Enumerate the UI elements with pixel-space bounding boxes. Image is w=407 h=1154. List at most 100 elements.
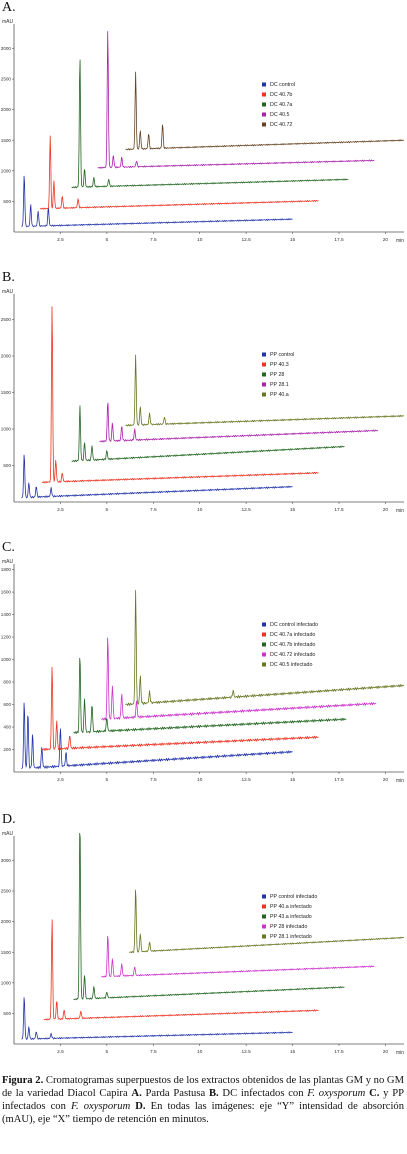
x-tick-label: 20 <box>383 237 389 243</box>
x-tick-label: 5 <box>106 507 109 513</box>
chromatogram-panel-c: C. mAU min 200 400 600 800 1000 1200 1400 1600 180… <box>0 540 407 810</box>
x-tick-label: 7.5 <box>150 1049 157 1055</box>
series-trace <box>21 997 293 1040</box>
x-tick-label: 12.5 <box>241 237 251 243</box>
legend-label: DC 40.5 <box>270 112 289 118</box>
x-tick-label: 2.5 <box>57 777 64 783</box>
legend-swatch <box>262 112 266 117</box>
y-tick-label: 1000 <box>1 427 12 432</box>
x-tick-label: 12.5 <box>241 1049 251 1055</box>
series-trace <box>43 919 319 1021</box>
x-tick-label: 2.5 <box>57 1049 64 1055</box>
chromatogram-panel-a: A. mAU min 500 1000 1500 2000 2500 3000 2.5 5 7.5 1… <box>0 0 407 270</box>
legend-label: DC 40.7b infectado <box>270 642 315 648</box>
x-tick-label: 15 <box>290 507 296 513</box>
x-tick-label: 7.5 <box>150 507 157 513</box>
panel-letter: C. <box>2 540 15 555</box>
legend-label: DC 40.7b <box>270 92 292 98</box>
series-trace <box>41 666 319 752</box>
x-tick-label: 5 <box>106 1049 109 1055</box>
legend-label: DC 40.5 infectado <box>270 662 312 668</box>
x-tick-label: 2.5 <box>57 237 64 243</box>
series-trace <box>99 402 379 443</box>
legend-label: PP 28 <box>270 372 284 378</box>
legend-label: PP 43.a infectado <box>270 914 312 920</box>
series-trace <box>125 71 405 151</box>
x-tick-label: 5 <box>106 237 109 243</box>
y-tick-label: 1000 <box>1 657 12 662</box>
caption-text: En todas las imágenes: eje “Y” intensida… <box>2 1101 404 1125</box>
y-tick-label: 3000 <box>1 858 12 863</box>
series-trace <box>21 702 293 769</box>
legend-label: PP 40.3 <box>270 362 289 368</box>
x-tick-label: 17.5 <box>334 237 344 243</box>
chromatogram-chart: mAU min 500 1000 1500 2000 2500 2.5 5 7.5 10 12.5 15… <box>1 289 405 514</box>
x-tick-label: 20 <box>383 1049 389 1055</box>
legend-swatch <box>262 924 266 929</box>
legend-swatch <box>262 352 266 357</box>
caption-lead: Figura 2. <box>2 1075 44 1086</box>
y-axis-label: mAU <box>2 831 14 837</box>
y-tick-label: 200 <box>3 747 11 752</box>
y-axis-label: mAU <box>2 289 14 295</box>
x-tick-label: 12.5 <box>241 507 251 513</box>
x-tick-label: 10 <box>197 507 203 513</box>
y-tick-label: 500 <box>3 199 11 204</box>
legend-label: PP 28.1 infectado <box>270 934 312 940</box>
panel-letter: A. <box>2 0 16 15</box>
x-tick-label: 17.5 <box>334 507 344 513</box>
caption-italic: F. oxysporum <box>70 1101 131 1112</box>
chromatogram-chart: mAU min 500 1000 1500 2000 2500 3000 2.5 5 7.5 10 12… <box>1 831 405 1056</box>
chromatogram-chart: mAU min 200 400 600 800 1000 1200 1400 1600 1800 2.… <box>1 559 405 784</box>
series-trace <box>125 354 405 427</box>
legend-swatch <box>262 662 266 667</box>
legend-label: PP 28.1 <box>270 382 289 388</box>
y-tick-label: 2500 <box>1 317 12 322</box>
x-tick-label: 17.5 <box>334 777 344 783</box>
y-axis-label: mAU <box>2 19 14 25</box>
y-tick-label: 2500 <box>1 77 12 82</box>
x-axis-label: min <box>396 238 404 244</box>
x-tick-label: 15 <box>290 1049 296 1055</box>
caption-text: DC infectados con <box>218 1088 308 1099</box>
x-tick-label: 2.5 <box>57 507 64 513</box>
legend-swatch <box>262 894 266 899</box>
x-tick-label: 10 <box>197 777 203 783</box>
y-tick-label: 500 <box>3 1011 11 1016</box>
y-tick-label: 1500 <box>1 390 12 395</box>
x-tick-label: 12.5 <box>241 777 251 783</box>
legend-swatch <box>262 392 266 397</box>
chromatogram-panel-d: D. mAU min 500 1000 1500 2000 2500 3000 2.5 5 7.5 1… <box>0 812 407 1074</box>
panel-letter: B. <box>2 270 15 285</box>
y-tick-label: 500 <box>3 463 11 468</box>
caption-bold: C. <box>365 1088 380 1099</box>
y-tick-label: 1000 <box>1 168 12 173</box>
x-tick-label: 20 <box>383 507 389 513</box>
legend-label: DC 40.72 infectado <box>270 652 315 658</box>
legend-swatch <box>262 382 266 387</box>
series-trace <box>41 306 319 484</box>
caption-bold: A. <box>131 1088 142 1099</box>
caption-bold: D. <box>130 1101 146 1112</box>
x-tick-label: 17.5 <box>334 1049 344 1055</box>
legend-label: PP 40.a <box>270 392 289 398</box>
x-axis-label: min <box>396 1050 404 1056</box>
legend-swatch <box>262 122 266 127</box>
series-trace <box>21 175 293 228</box>
y-tick-label: 1600 <box>1 590 12 595</box>
caption-italic: F. oxysporum <box>307 1088 366 1099</box>
y-tick-label: 600 <box>3 702 11 707</box>
y-tick-label: 1500 <box>1 950 12 955</box>
series-trace <box>71 405 345 463</box>
legend-swatch <box>262 642 266 647</box>
legend-swatch <box>262 92 266 97</box>
series-trace <box>73 657 347 735</box>
figure-caption: Figura 2. Cromatogramas superpuestos de … <box>2 1074 404 1126</box>
legend-swatch <box>262 904 266 909</box>
legend-swatch <box>262 934 266 939</box>
chromatogram-chart: mAU min 500 1000 1500 2000 2500 3000 2.5 5 7.5 10 12… <box>1 19 405 244</box>
legend-swatch <box>262 632 266 637</box>
y-tick-label: 800 <box>3 680 11 685</box>
legend-label: PP control <box>270 352 294 358</box>
legend-swatch <box>262 372 266 377</box>
